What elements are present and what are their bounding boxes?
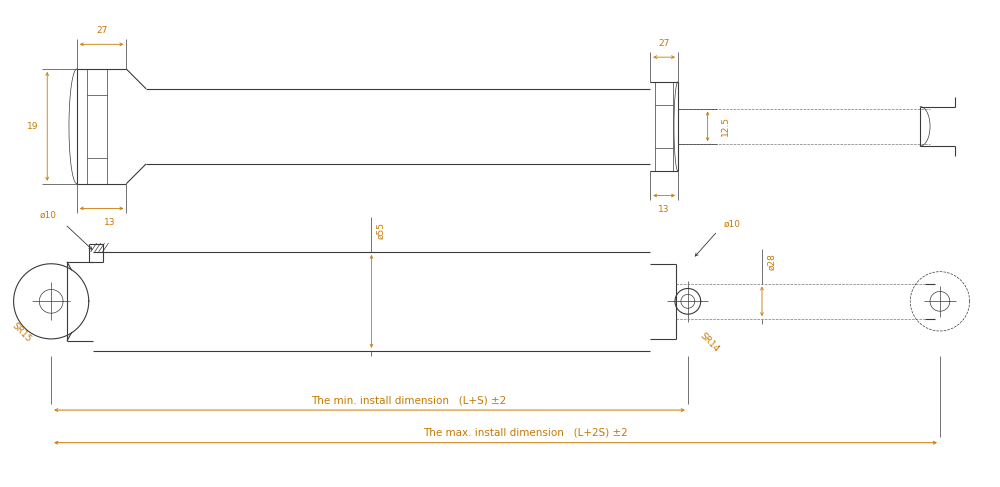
Text: 13: 13 xyxy=(658,205,670,214)
Text: SR14: SR14 xyxy=(698,332,721,355)
Text: 19: 19 xyxy=(27,122,38,131)
Text: 27: 27 xyxy=(96,26,107,35)
Text: 12.5: 12.5 xyxy=(721,116,730,136)
Text: ø28: ø28 xyxy=(767,253,776,270)
Text: The min. install dimension   (L+S) ±2: The min. install dimension (L+S) ±2 xyxy=(311,395,507,405)
Text: SR15: SR15 xyxy=(10,321,33,344)
Text: ø10: ø10 xyxy=(723,220,740,229)
Text: The max. install dimension   (L+2S) ±2: The max. install dimension (L+2S) ±2 xyxy=(423,428,628,438)
Text: ø55: ø55 xyxy=(377,222,386,239)
Text: ø10: ø10 xyxy=(40,211,57,220)
Text: 13: 13 xyxy=(104,218,115,227)
Text: 27: 27 xyxy=(658,39,670,48)
